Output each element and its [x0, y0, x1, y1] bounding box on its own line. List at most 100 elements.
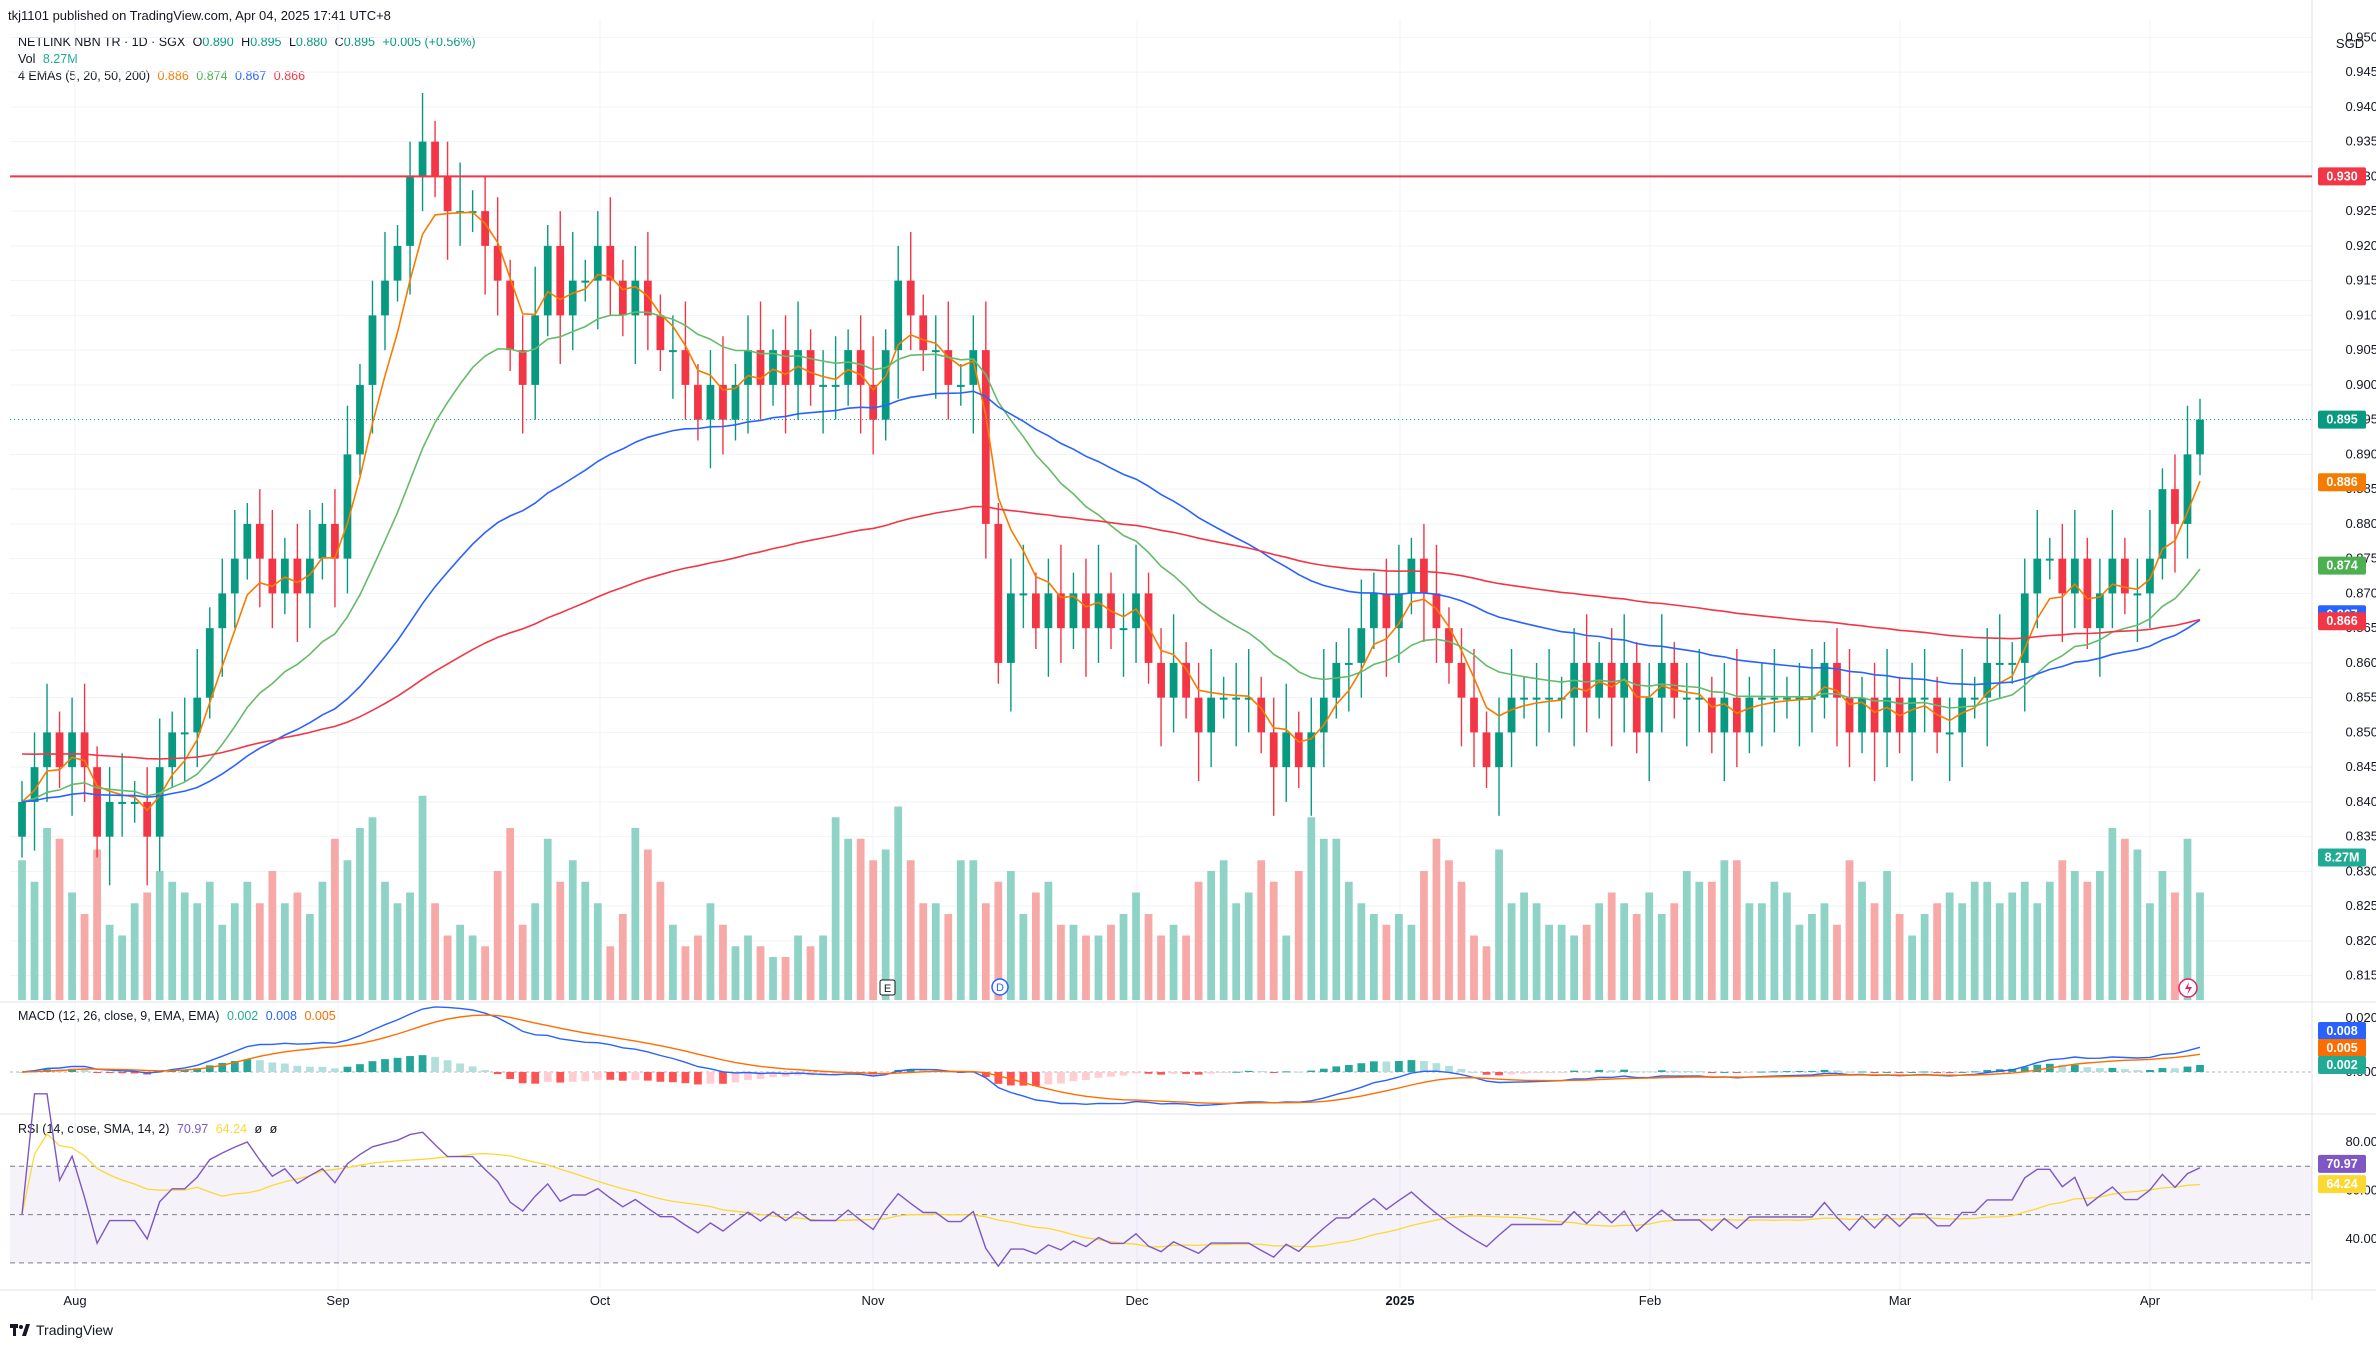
volume-bar-147	[1858, 881, 1866, 1000]
volume-bar-109	[1382, 924, 1391, 1000]
ema-lines	[21, 211, 2201, 812]
volume-bar-149	[1883, 871, 1891, 1000]
volume-bar-155	[1958, 903, 1967, 1000]
candle-body-13	[180, 732, 189, 735]
macd-hist-148	[1870, 1072, 1879, 1073]
volume-bar-80	[1019, 914, 1028, 1000]
footer: TradingView	[10, 1322, 113, 1338]
candle-body-160	[2020, 593, 2029, 663]
macd-hist-153	[1933, 1072, 1942, 1073]
macd-hist-88	[1119, 1072, 1128, 1076]
candle-body-34	[443, 176, 452, 212]
candle-body-33	[431, 141, 439, 177]
candle-body-70	[894, 280, 903, 351]
volume-bar-43	[556, 881, 565, 1000]
macd-tag-0: 0.008	[2326, 1024, 2357, 1038]
dividend-marker-letter: D	[996, 982, 1004, 994]
volume-bar-1	[30, 881, 39, 1000]
candle-body-165	[2083, 558, 2092, 629]
symbol-title[interactable]: NETLINK NBN TR · 1D · SGX	[18, 35, 186, 49]
price-tag-0-bg	[2318, 167, 2366, 186]
macd-hist-71	[906, 1069, 915, 1072]
macd-hist-82	[1044, 1072, 1053, 1085]
volume-bar-158	[1995, 903, 2004, 1000]
volume-bar-50	[643, 849, 652, 1000]
price-axis[interactable]: SGD0.9500.9450.9400.9350.9300.9250.9200.…	[2336, 29, 2376, 1245]
rsi-label[interactable]: RSI (14, close, SMA, 14, 2)	[18, 1122, 170, 1136]
macd-hist-12	[168, 1071, 177, 1073]
volume-bar-77	[981, 903, 990, 1000]
candle-body-98	[1244, 697, 1253, 700]
volume-bar-129	[1632, 914, 1641, 1000]
time-label-6: Feb	[1639, 1293, 1661, 1308]
volume-bar-105	[1332, 838, 1341, 1000]
macd-hist-119	[1507, 1072, 1516, 1075]
candle-body-7	[105, 801, 114, 837]
candle-body-64	[819, 384, 827, 387]
volume-bar-0	[18, 860, 26, 1000]
volume-bar-123	[1557, 924, 1566, 1000]
volume-bar-136	[1720, 860, 1729, 1000]
volume-bar-128	[1620, 903, 1629, 1000]
candle-body-138	[1745, 697, 1754, 733]
macd-hist-165	[2083, 1067, 2092, 1072]
macd-hist-31	[406, 1056, 414, 1072]
candle-body-2	[43, 732, 51, 768]
macd-hist-48	[618, 1072, 627, 1081]
volume-bar-47	[606, 946, 615, 1000]
volume-bar-154	[1945, 892, 1954, 1000]
volume-bar-13	[180, 892, 189, 1000]
candle-body-169	[2133, 593, 2142, 596]
macd-hist-80	[1019, 1072, 1028, 1086]
macd-hist-54	[694, 1072, 702, 1085]
ema200-line	[21, 505, 2201, 760]
volume-bar-29	[381, 881, 389, 1000]
candle-body-66	[844, 350, 853, 385]
macd-tick-0: 0.020	[2345, 1010, 2376, 1025]
candle-body-23	[306, 558, 314, 594]
macd-hist-92	[1169, 1072, 1178, 1074]
candle-body-44	[568, 280, 577, 316]
candle-body-131	[1657, 662, 1666, 698]
candle-body-140	[1770, 697, 1779, 700]
price-tag-2-bg	[2318, 473, 2366, 492]
candle-body-26	[343, 454, 352, 559]
volume-bar-102	[1294, 871, 1303, 1000]
price-tick-19: 0.855	[2345, 690, 2376, 705]
candle-body-74	[944, 350, 953, 385]
volume-bar-49	[631, 828, 640, 1000]
price-tick-2: 0.940	[2345, 99, 2376, 114]
volume-bar-46	[593, 903, 602, 1000]
volume-bar-139	[1758, 903, 1766, 1000]
macd-hist-42	[543, 1072, 552, 1082]
time-axis[interactable]: Aug Sep Oct Nov Dec 2025 Feb Mar Apr	[0, 1289, 2376, 1308]
candle-body-69	[881, 350, 890, 420]
candle-body-89	[1132, 593, 1140, 629]
price-tick-23: 0.835	[2345, 829, 2376, 844]
volume-bar-62	[794, 935, 802, 1000]
macd-hist-136	[1720, 1071, 1729, 1073]
macd-hist-89	[1132, 1072, 1140, 1074]
volume-bar-53	[681, 946, 690, 1000]
volume-bar-99	[1257, 860, 1266, 1000]
macd-hist-169	[2133, 1070, 2142, 1072]
price-tick-7: 0.915	[2345, 273, 2376, 288]
candle-body-121	[1532, 697, 1541, 700]
macd-line	[21, 1006, 2201, 1107]
macd-hist-87	[1107, 1072, 1115, 1077]
price-tick-5: 0.925	[2345, 203, 2376, 218]
volume-bar-104	[1319, 838, 1328, 1000]
volume-bar-81	[1032, 892, 1040, 1000]
candle-body-106	[1344, 662, 1353, 665]
candle-body-16	[218, 593, 227, 629]
volume-label[interactable]: Vol	[18, 52, 36, 66]
macd-hist-15	[205, 1065, 214, 1072]
volume-bar-52	[669, 924, 677, 1000]
ohlc-change: +0.005 (+0.56%)	[382, 35, 476, 49]
candlesticks[interactable]	[18, 92, 2204, 886]
macd-label[interactable]: MACD (12, 26, close, 9, EMA, EMA)	[18, 1009, 220, 1023]
candle-body-56	[719, 384, 727, 420]
candle-body-78	[994, 523, 1003, 663]
